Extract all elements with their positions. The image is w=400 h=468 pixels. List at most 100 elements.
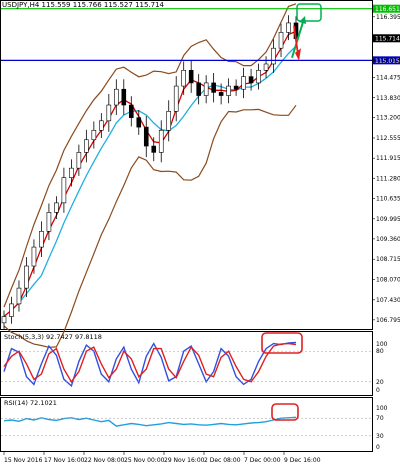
candle-body	[278, 32, 284, 49]
price-tick-label: 111.915	[376, 155, 400, 162]
ma-slow-line	[3, 45, 297, 317]
support-price-tag	[373, 56, 400, 65]
price-tick-label: 111.280	[376, 175, 400, 182]
candle-body	[271, 47, 276, 65]
candle-body	[158, 129, 164, 153]
stoch-panel	[0, 331, 373, 396]
main-panel	[0, 0, 373, 330]
price-tick-label: 108.070	[376, 277, 400, 284]
ma-fast-line	[3, 30, 297, 317]
indicator-tick-label: 80	[376, 348, 384, 355]
candle-body	[286, 22, 291, 33]
candle-body	[233, 85, 239, 90]
candle-body	[166, 111, 172, 131]
up-arrow-head	[299, 16, 306, 24]
price-tick-label: 113.830	[376, 95, 400, 102]
time-tick-label: 25 Nov 00:00	[124, 457, 165, 464]
candle-body	[16, 287, 22, 305]
time-tick-label: 29 Nov 16:00	[164, 457, 205, 464]
candle-body	[61, 177, 67, 204]
resistance-price-tag	[373, 4, 400, 13]
stoch-highlight-box	[261, 332, 303, 354]
candle-body	[106, 104, 112, 122]
candle-body	[256, 69, 261, 84]
rsi-panel	[0, 397, 373, 452]
current-price-label: 115.714	[375, 36, 400, 43]
time-tick-label: 22 Nov 08:00	[84, 457, 125, 464]
indicator-tick-label: 0	[376, 444, 380, 451]
lower-band	[3, 104, 297, 348]
price-tick-label: 114.475	[376, 74, 400, 81]
candle-body	[91, 129, 97, 141]
rsi-header: RSI(14) 72.1021	[4, 399, 57, 407]
indicator-tick-label: 30	[376, 433, 384, 440]
candle-body	[46, 212, 52, 232]
indicator-tick-label: 100	[376, 341, 388, 348]
time-tick-label: 15 Nov 2016	[4, 457, 43, 464]
candle-body	[241, 76, 246, 90]
current-price-tag	[373, 34, 400, 43]
candle-body	[188, 69, 194, 84]
stoch-header: Stoch(5,3,3) 92.7427 97.8118	[4, 333, 102, 341]
candle-body	[1, 316, 7, 324]
time-tick-label: 2 Dec 08:00	[204, 457, 241, 464]
price-tick-label: 109.360	[376, 236, 400, 243]
candle-body	[211, 82, 216, 93]
candle-body	[248, 76, 254, 84]
indicator-tick-label: 100	[376, 405, 388, 412]
candle-body	[226, 85, 231, 96]
stoch-label: Stoch(5,3,3)	[4, 333, 44, 341]
candle-body	[136, 117, 142, 128]
candle-body	[196, 82, 201, 96]
price-tick-label: 106.795	[376, 317, 400, 324]
price-tick-label: 113.200	[376, 115, 400, 122]
price-tick-label: 110.635	[376, 196, 400, 203]
candle-body	[99, 120, 104, 131]
candle-body	[76, 152, 82, 169]
candle-body	[143, 126, 149, 147]
candle-body	[114, 88, 119, 106]
rsi-highlight-box	[271, 403, 299, 421]
stoch-values: 92.7427 97.8118	[46, 333, 102, 341]
price-tick-label: 109.995	[376, 216, 400, 223]
target-box	[296, 3, 322, 22]
candle-body	[54, 202, 59, 213]
rsi-value: 72.1021	[29, 399, 57, 407]
indicator-tick-label: 70	[376, 415, 384, 422]
candle-body	[128, 104, 134, 118]
indicator-tick-label: 20	[376, 379, 384, 386]
candle-body	[84, 139, 89, 153]
candle-body	[181, 69, 186, 87]
candle-body	[121, 88, 127, 106]
time-tick-label: 7 Dec 00:00	[244, 457, 281, 464]
candle-body	[31, 246, 37, 267]
resistance-price-label: 116.651	[375, 6, 400, 13]
symbol-label: USDJPY,H4	[2, 1, 40, 9]
price-tick-label: 115.015	[376, 57, 400, 64]
price-tick-label: 107.430	[376, 297, 400, 304]
candle-body	[39, 230, 44, 248]
candle-body	[218, 92, 224, 96]
candle-body	[9, 303, 14, 317]
chart-header: USDJPY,H4 115.559 115.766 115.527 115.71…	[2, 1, 164, 9]
price-tick-label: 112.555	[376, 135, 400, 142]
support-price-label: 115.015	[375, 58, 400, 65]
down-arrow	[293, 25, 299, 55]
ohlc-values: 115.559 115.766 115.527 115.714	[41, 1, 165, 9]
indicator-tick-label: 0	[376, 387, 380, 394]
price-tick-label: 116.395	[376, 14, 400, 21]
candle-body	[173, 85, 179, 112]
rsi-line	[3, 416, 297, 427]
price-tick-label: 108.715	[376, 256, 400, 263]
up-arrow	[291, 21, 304, 58]
down-arrow-head	[295, 48, 301, 61]
candle-body	[263, 63, 269, 71]
candle-body	[24, 265, 29, 289]
rsi-label: RSI(14)	[4, 399, 28, 407]
time-tick-label: 17 Nov 16:00	[44, 457, 85, 464]
stoch-signal-line	[3, 342, 297, 384]
upper-band	[3, 3, 297, 308]
candle-body	[203, 82, 209, 96]
candle-body	[151, 145, 157, 153]
